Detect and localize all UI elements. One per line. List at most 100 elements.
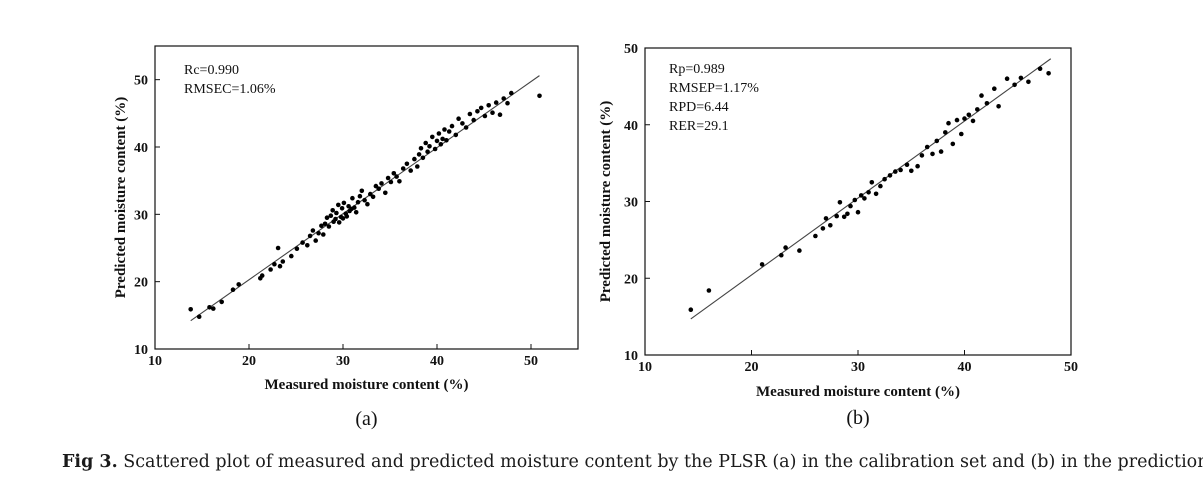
chart1-data-point — [341, 200, 347, 206]
scatter-panel-b: 10 20 30 40 50 10 20 30 40 50 Rp=0.989 RMSEP=1.17% R… — [598, 42, 1078, 429]
chart1-data-point — [415, 164, 420, 169]
chart2-data-point — [950, 141, 956, 147]
chart1-data-point — [467, 111, 473, 117]
chart1-data-point — [493, 100, 499, 105]
chart1-data-point — [294, 246, 300, 251]
chart1-data-point — [505, 100, 510, 106]
chart1-data-point — [537, 93, 542, 99]
chart1-annotation: Rc=0.990 — [184, 63, 239, 78]
chart1-data-point — [236, 282, 241, 287]
chart2-x-axis-title: Measured moisture content (%) — [756, 384, 960, 400]
chart2-data-point — [930, 151, 935, 157]
chart1-data-point — [211, 306, 216, 311]
chart2-data-point — [783, 245, 788, 250]
chart2-y-axis-title: Predicted moisture content (%) — [598, 101, 614, 302]
figure-caption: Fig 3. Scattered plot of measured and pr… — [62, 452, 1203, 472]
chart1-data-point — [427, 144, 432, 149]
chart2-data-point — [924, 144, 930, 150]
chart1-data-point — [355, 199, 361, 205]
chart1-data-point — [440, 136, 445, 142]
chart1-data-point — [340, 216, 346, 221]
chart2-data-point — [938, 149, 944, 154]
chart1-data-point — [336, 220, 342, 225]
chart1-data-point — [420, 155, 426, 161]
chart2-data-point — [904, 162, 910, 167]
chart1-data-point — [330, 208, 336, 213]
chart1-data-point — [438, 142, 444, 147]
chart1-data-point — [289, 253, 294, 259]
chart1-data-point — [412, 156, 417, 162]
chart1-data-point — [350, 195, 355, 201]
chart1-data-point — [353, 210, 359, 215]
chart1-data-point — [259, 273, 265, 278]
chart2-x-tick-label: 50 — [1064, 360, 1078, 375]
chart1-x-tick-label: 10 — [148, 354, 162, 369]
chart1-data-point — [334, 210, 339, 216]
chart1-x-axis-title: Measured moisture content (%) — [265, 377, 469, 393]
chart1-data-point — [446, 129, 452, 134]
chart2-data-point — [845, 211, 850, 217]
chart2-data-point — [779, 252, 784, 258]
chart2-data-point — [882, 176, 887, 182]
chart1-data-point — [359, 188, 365, 194]
chart1-data-point — [418, 146, 424, 151]
chart2-data-point — [862, 196, 867, 201]
chart1-data-point — [326, 224, 332, 229]
chart1-y-tick-label: 10 — [134, 343, 148, 358]
chart2-data-point — [1026, 79, 1031, 85]
chart2-data-point — [946, 120, 951, 126]
chart2-data-point — [1012, 82, 1017, 88]
chart1-data-point — [436, 131, 442, 136]
figure-canvas: 10 20 30 40 50 10 20 30 40 50 Rc=0.990 RMSEC=1.06% M… — [113, 42, 1078, 430]
chart1-x-tick-label: 40 — [430, 354, 444, 369]
chart1-data-point — [404, 161, 410, 167]
chart2-annotation: RER=29.1 — [669, 119, 729, 134]
chart2-data-point — [962, 116, 967, 121]
chart2-data-point — [934, 138, 940, 144]
chart2-data-point — [852, 197, 858, 203]
chart1-data-point — [486, 103, 492, 108]
chart2-data-point — [970, 118, 976, 124]
chart2-y-tick-label: 20 — [624, 272, 638, 287]
chart2-data-point — [992, 86, 997, 91]
chart2-data-point — [688, 307, 694, 313]
chart1-data-point — [376, 186, 382, 191]
chart2-data-point — [959, 131, 964, 137]
chart2-data-point — [797, 248, 802, 253]
chart2-y-tick-label: 10 — [624, 349, 638, 364]
chart2-data-point — [823, 216, 829, 221]
chart1-data-point — [305, 243, 310, 248]
chart2-data-point — [869, 180, 875, 185]
chart1-y-tick-label: 50 — [134, 74, 148, 89]
chart1-data-point — [365, 201, 370, 207]
chart1-data-point — [453, 132, 459, 138]
chart2-data-point — [919, 153, 925, 158]
chart1-data-point — [268, 267, 273, 272]
chart2-data-point — [887, 173, 893, 178]
chart2-data-point — [979, 93, 984, 98]
chart2-panel-label: (b) — [846, 407, 869, 429]
chart1-data-point — [444, 138, 449, 143]
chart1-data-point — [394, 174, 399, 179]
caption-text: Scattered plot of measured and predicted… — [123, 452, 1203, 472]
chart1-data-point — [430, 134, 435, 140]
chart2-data-point — [759, 262, 765, 267]
chart2-x-tick-label: 40 — [958, 360, 972, 375]
chart2-data-point — [966, 112, 972, 118]
chart2-data-point — [1046, 71, 1051, 76]
chart2-data-point — [866, 190, 871, 195]
chart1-data-point — [482, 113, 488, 119]
chart2-data-point — [954, 117, 960, 123]
chart2-data-point — [828, 223, 833, 228]
chart1-data-point — [460, 121, 465, 126]
chart1-panel-label: (a) — [355, 408, 377, 430]
chart1-data-point — [370, 194, 376, 200]
chart1-data-point — [188, 307, 193, 312]
chart1-data-point — [385, 175, 391, 181]
chart1-y-tick-label: 20 — [134, 276, 148, 291]
chart1-data-point — [442, 127, 447, 132]
chart2-data-point — [858, 193, 864, 198]
chart2-data-point — [873, 191, 879, 197]
chart1-data-point — [388, 179, 394, 185]
chart1-data-point — [344, 214, 350, 219]
